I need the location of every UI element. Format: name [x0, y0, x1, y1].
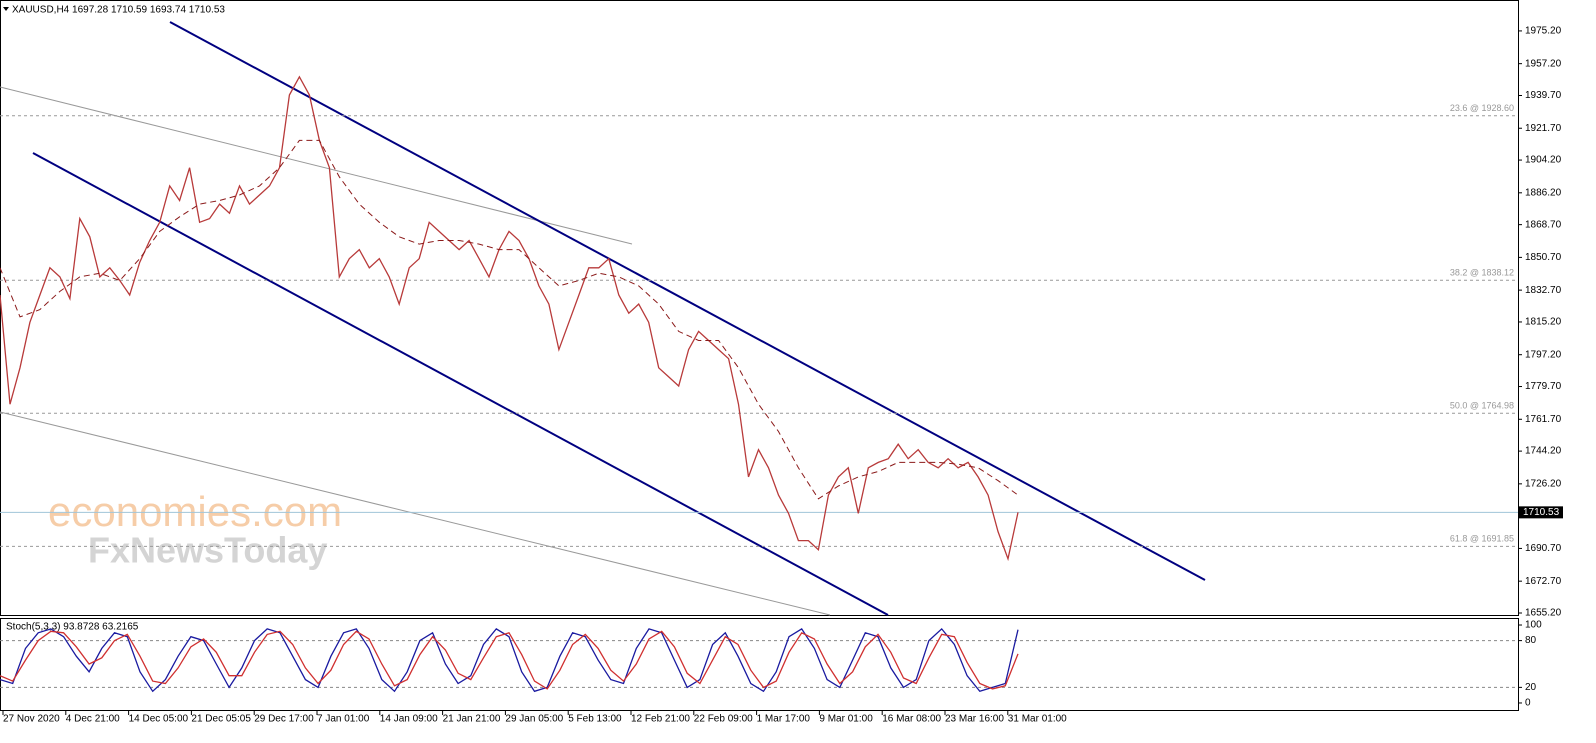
y-tick-label: 1797.20 — [1525, 349, 1562, 360]
y-tick-label: 1761.70 — [1525, 414, 1562, 425]
price-tag-label: 1710.53 — [1523, 507, 1560, 518]
y-tick-label: 1726.20 — [1525, 478, 1562, 489]
y-tick-label: 1672.70 — [1525, 576, 1562, 587]
x-tick-label: 29 Jan 05:00 — [505, 714, 563, 725]
watermark: economies.com FxNewsToday — [48, 488, 342, 570]
x-tick-label: 16 Mar 08:00 — [882, 714, 941, 725]
x-tick-label: 21 Jan 21:00 — [443, 714, 501, 725]
channel-line — [169, 21, 1206, 581]
y-tick-label: 1690.70 — [1525, 543, 1562, 554]
y-tick-label: 1868.70 — [1525, 219, 1562, 230]
channel-line — [32, 152, 889, 616]
y-tick-label: 1815.20 — [1525, 317, 1562, 328]
price-tag — [1519, 506, 1563, 519]
y-tick-label: 1832.70 — [1525, 285, 1562, 296]
y-tick-label: 1655.20 — [1525, 608, 1562, 619]
y-tick-label: 100 — [1525, 620, 1542, 631]
y-tick-label: 1744.20 — [1525, 446, 1562, 457]
y-tick-label: 1957.20 — [1525, 58, 1562, 69]
x-tick-label: 23 Mar 16:00 — [945, 714, 1004, 725]
x-tick-label: 14 Jan 09:00 — [380, 714, 438, 725]
x-tick-label: 14 Dec 05:00 — [129, 714, 189, 725]
x-tick-label: 4 Dec 21:00 — [66, 714, 120, 725]
x-tick-label: 9 Mar 01:00 — [819, 714, 873, 725]
x-tick-label: 7 Jan 01:00 — [317, 714, 370, 725]
trend-line — [0, 411, 831, 616]
x-tick-label: 1 Mar 17:00 — [757, 714, 811, 725]
title-arrow — [3, 7, 9, 11]
fib-label: 23.6 @ 1928.60 — [1450, 103, 1514, 113]
y-tick-label: 80 — [1525, 635, 1537, 646]
y-tick-label: 20 — [1525, 682, 1537, 693]
y-tick-label: 0 — [1525, 698, 1531, 709]
fib-label: 61.8 @ 1691.85 — [1450, 534, 1514, 544]
watermark-text: economies.com — [48, 488, 342, 535]
trend-line — [0, 86, 633, 245]
y-tick-label: 1975.20 — [1525, 26, 1562, 37]
trend-lines — [0, 21, 1206, 616]
fib-label: 50.0 @ 1764.98 — [1450, 401, 1514, 411]
x-tick-label: 29 Dec 17:00 — [254, 714, 314, 725]
series-line — [0, 75, 1019, 562]
y-tick-label: 1886.20 — [1525, 187, 1562, 198]
series-line — [0, 627, 1019, 693]
y-tick-label: 1779.70 — [1525, 381, 1562, 392]
chart-title: XAUUSD,H4 1697.28 1710.59 1693.74 1710.5… — [12, 5, 225, 16]
x-tick-label: 21 Dec 05:05 — [191, 714, 251, 725]
main-panel-frame — [0, 0, 1519, 616]
x-tick-label: 22 Feb 09:00 — [694, 714, 753, 725]
y-tick-label: 1939.70 — [1525, 90, 1562, 101]
x-tick-label: 12 Feb 21:00 — [631, 714, 690, 725]
x-tick-label: 31 Mar 01:00 — [1008, 714, 1067, 725]
series-line — [0, 630, 1019, 690]
y-tick-label: 1850.70 — [1525, 252, 1562, 263]
series-line — [0, 139, 1019, 500]
x-tick-label: 5 Feb 13:00 — [568, 714, 622, 725]
fib-label: 38.2 @ 1838.12 — [1450, 268, 1514, 278]
watermark-text: FxNewsToday — [88, 530, 327, 571]
y-tick-label: 1921.70 — [1525, 123, 1562, 134]
stoch-panel-frame — [0, 618, 1519, 711]
y-tick-label: 1904.20 — [1525, 155, 1562, 166]
x-tick-label: 27 Nov 2020 — [3, 714, 60, 725]
stoch-title: Stoch(5,3,3) 93.8728 63.2165 — [6, 622, 139, 633]
